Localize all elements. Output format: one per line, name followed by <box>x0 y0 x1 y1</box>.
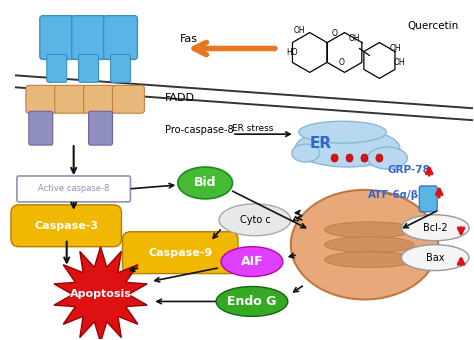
Text: Cyto c: Cyto c <box>239 215 270 225</box>
Text: FADD: FADD <box>165 93 195 103</box>
Text: Caspase-3: Caspase-3 <box>35 221 99 231</box>
Ellipse shape <box>401 245 469 271</box>
Ellipse shape <box>295 129 400 167</box>
Text: Apoptosis: Apoptosis <box>70 289 131 300</box>
Text: AIF: AIF <box>241 255 263 268</box>
Ellipse shape <box>178 167 233 199</box>
FancyBboxPatch shape <box>47 54 67 82</box>
Ellipse shape <box>325 252 414 268</box>
FancyBboxPatch shape <box>72 16 106 60</box>
FancyBboxPatch shape <box>29 111 53 145</box>
Text: O: O <box>338 58 345 67</box>
Ellipse shape <box>221 247 283 276</box>
Ellipse shape <box>331 154 338 162</box>
Ellipse shape <box>299 121 386 143</box>
Text: O: O <box>332 29 337 38</box>
FancyBboxPatch shape <box>89 111 112 145</box>
Ellipse shape <box>376 154 383 162</box>
Text: Endo G: Endo G <box>227 295 277 308</box>
Ellipse shape <box>325 222 414 238</box>
Ellipse shape <box>361 154 368 162</box>
Text: HO: HO <box>286 48 298 57</box>
Ellipse shape <box>216 287 288 317</box>
Text: OH: OH <box>294 26 306 35</box>
Text: Bid: Bid <box>194 176 216 189</box>
Polygon shape <box>54 247 147 340</box>
FancyBboxPatch shape <box>17 176 130 202</box>
Ellipse shape <box>291 190 438 300</box>
Text: OH: OH <box>390 44 401 53</box>
FancyBboxPatch shape <box>40 16 73 60</box>
FancyBboxPatch shape <box>122 232 238 274</box>
FancyBboxPatch shape <box>112 85 145 113</box>
FancyBboxPatch shape <box>79 54 99 82</box>
Text: Quercetin: Quercetin <box>407 21 458 31</box>
FancyBboxPatch shape <box>55 85 87 113</box>
Ellipse shape <box>401 215 469 241</box>
FancyBboxPatch shape <box>26 85 58 113</box>
Text: GRP-78: GRP-78 <box>387 165 430 175</box>
Text: Bcl-2: Bcl-2 <box>423 223 447 233</box>
Ellipse shape <box>346 154 353 162</box>
Text: Caspase-9: Caspase-9 <box>148 248 212 258</box>
Ellipse shape <box>325 237 414 253</box>
Ellipse shape <box>219 204 291 236</box>
Text: ER: ER <box>310 136 332 151</box>
Text: Bax: Bax <box>426 253 445 262</box>
FancyBboxPatch shape <box>103 16 137 60</box>
Text: Active caspase-8: Active caspase-8 <box>38 184 109 193</box>
FancyBboxPatch shape <box>11 205 121 247</box>
Text: Pro-caspase-8: Pro-caspase-8 <box>165 125 234 135</box>
FancyBboxPatch shape <box>110 54 130 82</box>
Text: ATF-6α/β: ATF-6α/β <box>367 190 419 200</box>
Text: OH: OH <box>393 58 405 67</box>
FancyBboxPatch shape <box>83 85 116 113</box>
Text: ER stress: ER stress <box>232 124 273 133</box>
Text: OH: OH <box>349 34 360 43</box>
Ellipse shape <box>367 147 407 169</box>
FancyBboxPatch shape <box>419 186 437 212</box>
Text: Fas: Fas <box>180 34 198 44</box>
Ellipse shape <box>292 144 319 162</box>
